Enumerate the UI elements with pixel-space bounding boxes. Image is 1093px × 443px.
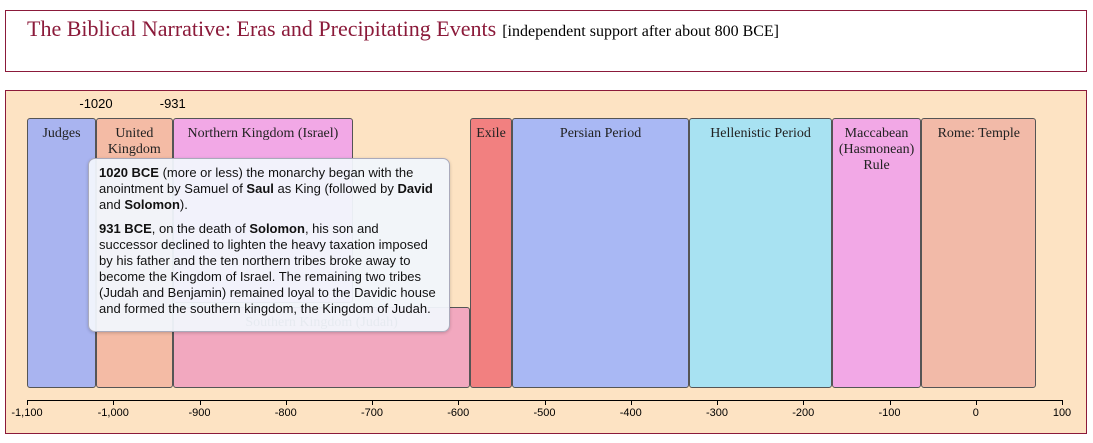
era-label: United Kingdom	[107, 126, 161, 157]
x-tick-label: -300	[705, 407, 729, 419]
tooltip-paragraph: 1020 BCE (more or less) the monarchy beg…	[99, 165, 439, 213]
era-label: Hellenistic Period	[710, 126, 811, 141]
x-tick-label: -900	[188, 407, 211, 419]
tick-mark	[458, 400, 460, 405]
tooltip-text: , his son and successor declined to ligh…	[99, 221, 436, 316]
tick-mark	[544, 400, 546, 405]
tooltip-text: and	[99, 197, 125, 212]
tooltip-text: as King (followed by	[273, 181, 398, 196]
tooltip-text: (more or less) the monarchy began with t…	[99, 165, 414, 196]
tick-mark	[1062, 400, 1063, 405]
marker-label: -1020	[79, 96, 113, 111]
tick-mark	[285, 400, 287, 405]
x-tick-label: -500	[533, 407, 556, 419]
tooltip-text: 931 BCE	[99, 221, 152, 236]
era-label: Northern Kingdom (Israel)	[187, 126, 339, 141]
tooltip-text: 1020 BCE	[99, 165, 159, 180]
x-tick-label: 0	[972, 407, 979, 419]
title: The Biblical Narrative: Eras and Precipi…	[27, 16, 779, 42]
tooltip: 1020 BCE (more or less) the monarchy beg…	[88, 158, 450, 332]
era-bar: Rome: Temple	[921, 118, 1037, 388]
era-bar: Hellenistic Period	[689, 118, 832, 388]
era-label: Judges	[42, 126, 81, 141]
era-bar: Judges	[27, 118, 96, 388]
era-bar: Persian Period	[511, 118, 690, 388]
tooltip-text: Solomon	[249, 221, 305, 236]
tick-mark	[975, 400, 977, 405]
era-label: Persian Period	[559, 126, 642, 141]
x-tick-label: -100	[878, 407, 901, 419]
x-tick-label: -200	[792, 407, 815, 419]
tick-mark	[372, 400, 373, 405]
x-tick-label: -800	[274, 407, 297, 419]
era-label: Exile	[476, 126, 506, 141]
era-bar: Exile	[470, 118, 512, 388]
x-tick-label: -1,000	[97, 407, 129, 419]
era-label: Rome: Temple	[937, 126, 1020, 141]
tick-mark	[803, 400, 805, 405]
subtitle: [independent support after about 800 BCE…	[502, 23, 780, 40]
x-tick-label: -1,100	[11, 407, 43, 419]
title-text: The Biblical Narrative: Eras and Precipi…	[27, 16, 497, 41]
tick-mark	[113, 400, 115, 405]
tick-mark	[27, 400, 28, 405]
tooltip-text: , on the death of	[151, 221, 250, 236]
tick-mark	[630, 400, 632, 405]
tooltip-text: Saul	[246, 181, 274, 196]
tooltip-text: David	[397, 181, 433, 196]
tick-mark	[889, 400, 891, 405]
era-label: Maccabean (Hasmonean) Rule	[838, 126, 915, 173]
x-tick-label: -600	[447, 407, 470, 419]
tooltip-paragraph: 931 BCE, on the death of Solomon, his so…	[99, 221, 439, 317]
x-tick-label: -700	[360, 407, 384, 419]
header	[5, 10, 1087, 72]
era-bar: Maccabean (Hasmonean) Rule	[831, 118, 922, 388]
tick-mark	[199, 400, 201, 405]
tooltip-text: ).	[179, 197, 188, 212]
tooltip-text: Solomon	[124, 197, 180, 212]
tick-mark	[717, 400, 718, 405]
x-tick-label: -400	[619, 407, 642, 419]
x-tick-label: 100	[1052, 407, 1072, 419]
marker-label: -931	[159, 96, 186, 111]
